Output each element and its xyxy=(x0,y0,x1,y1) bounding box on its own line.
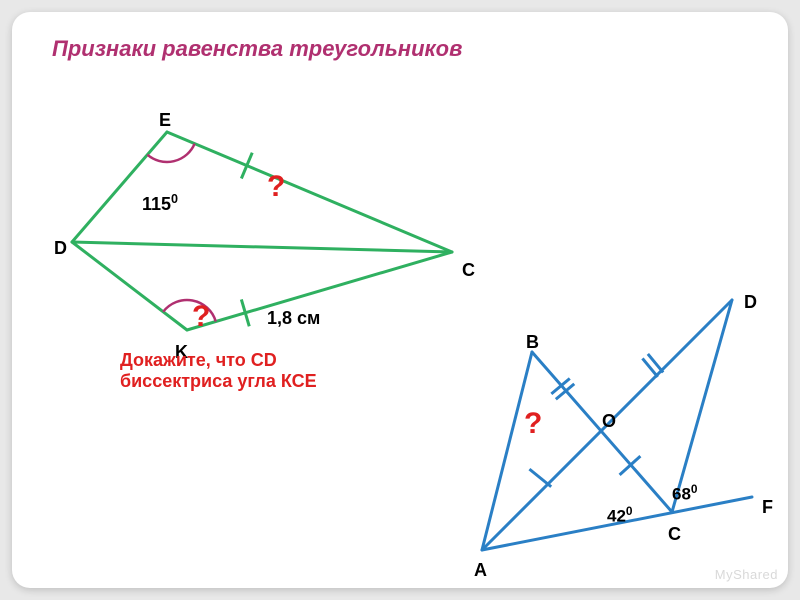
point2-label-F: F xyxy=(762,497,773,518)
slide-card: Признаки равенства треугольников DECK115… xyxy=(12,12,788,588)
point-label-E: E xyxy=(159,110,171,131)
angle-label-115: 1150 xyxy=(142,192,178,215)
point2-label-D: D xyxy=(744,292,757,313)
watermark: MyShared xyxy=(715,567,778,582)
point2-label-B: B xyxy=(526,332,539,353)
point2-label-O: O xyxy=(602,411,616,432)
question-mark-d1-0: ? xyxy=(267,170,285,204)
point-label-C: C xyxy=(462,260,475,281)
side-label-1-8: 1,8 см xyxy=(267,308,320,329)
question-mark-d2: ? xyxy=(524,407,542,441)
point-label-D: D xyxy=(54,238,67,259)
task-text: Докажите, что CDбиссектриса угла КСЕ xyxy=(120,350,317,392)
point2-label-C: C xyxy=(668,524,681,545)
angle-label-d2-0: 420 xyxy=(607,504,633,527)
point2-label-A: A xyxy=(474,560,487,581)
angle-label-d2-1: 680 xyxy=(672,482,698,505)
question-mark-d1-1: ? xyxy=(192,300,210,334)
